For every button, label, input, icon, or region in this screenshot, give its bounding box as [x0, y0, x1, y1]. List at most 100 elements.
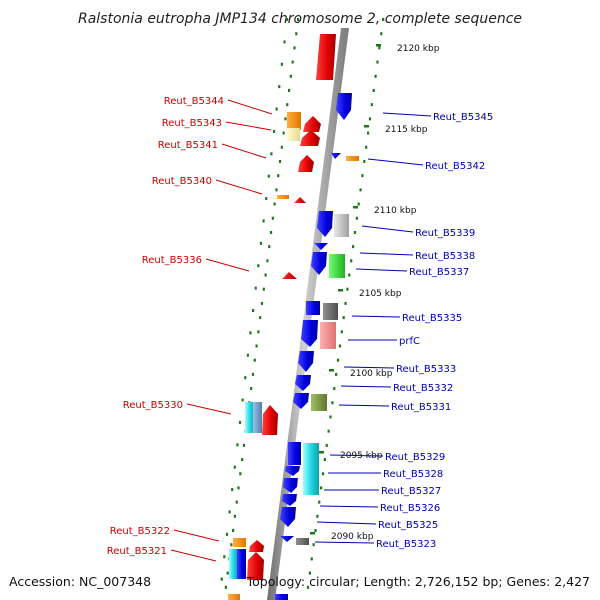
- gene-label-left[interactable]: Reut_B5343: [162, 118, 222, 129]
- gene-feature[interactable]: [303, 116, 321, 132]
- gene-labels: Reut_B5344 Reut_B5343 Reut_B5341 Reut_B5340…: [107, 96, 493, 557]
- gene-feature[interactable]: [331, 153, 341, 159]
- gene-label-left[interactable]: Reut_B5336: [142, 255, 202, 266]
- track-tick: [321, 472, 325, 476]
- gene-feature[interactable]: [296, 538, 309, 545]
- track-tick: [257, 330, 260, 334]
- gene-label-right[interactable]: Reut_B5329: [385, 452, 445, 463]
- gene-feature[interactable]: [287, 112, 301, 130]
- track-tick: [225, 532, 229, 536]
- gene-feature[interactable]: [288, 442, 301, 465]
- gene-feature[interactable]: [303, 443, 319, 495]
- gene-label-left[interactable]: Reut_B5341: [158, 140, 218, 151]
- track-tick: [267, 174, 270, 178]
- gene-label-right[interactable]: Reut_B5335: [402, 313, 462, 324]
- gene-label-right[interactable]: Reut_B5338: [415, 251, 475, 262]
- scale-tick-mark: [319, 451, 324, 454]
- topology-text: Topology: circular; Length: 2,726,152 bp…: [246, 574, 590, 589]
- track-tick: [251, 372, 255, 376]
- gene-features: [228, 34, 359, 600]
- gene-feature[interactable]: [346, 156, 359, 161]
- track-tick: [246, 353, 249, 357]
- gene-feature[interactable]: [280, 507, 296, 527]
- track-tick: [262, 219, 265, 223]
- track-tick: [238, 420, 242, 424]
- gene-feature[interactable]: [336, 93, 352, 120]
- track-tick: [331, 401, 334, 405]
- gene-feature[interactable]: [287, 128, 300, 141]
- gene-label-right[interactable]: Reut_B5342: [425, 161, 485, 172]
- gene-feature[interactable]: [295, 375, 311, 391]
- gene-label-right[interactable]: Reut_B5339: [415, 228, 475, 239]
- gene-label-right[interactable]: Reut_B5328: [383, 469, 443, 480]
- track-tick: [254, 286, 257, 290]
- track-tick: [344, 301, 347, 305]
- gene-feature[interactable]: [334, 214, 349, 237]
- track-tick: [270, 152, 273, 156]
- leader-line: [329, 454, 384, 457]
- track-tick: [297, 18, 300, 21]
- gene-feature[interactable]: [316, 34, 336, 80]
- gene-label-left[interactable]: Reut_B5322: [110, 526, 170, 537]
- gene-feature[interactable]: [298, 155, 314, 172]
- track-tick: [231, 488, 234, 492]
- gene-feature[interactable]: [301, 320, 318, 347]
- gene-feature[interactable]: [247, 552, 264, 580]
- gene-label-right[interactable]: Reut_B5323: [376, 539, 436, 550]
- scale-tick-label: 2120 kbp: [397, 44, 440, 54]
- gene-feature[interactable]: [228, 594, 240, 600]
- gene-label-right[interactable]: Reut_B5332: [393, 383, 453, 394]
- gene-label-right[interactable]: Reut_B5333: [396, 364, 456, 375]
- gene-label-right[interactable]: Reut_B5345: [433, 112, 493, 123]
- gene-label-left[interactable]: Reut_B5330: [123, 400, 183, 411]
- gene-label-left[interactable]: Reut_B5340: [152, 176, 212, 187]
- gene-feature[interactable]: [300, 130, 320, 146]
- gene-feature[interactable]: [298, 351, 314, 372]
- gene-feature[interactable]: [253, 402, 262, 433]
- gene-feature[interactable]: [277, 195, 289, 199]
- gene-feature[interactable]: [280, 536, 294, 542]
- track-tick: [226, 571, 229, 575]
- gene-feature[interactable]: [320, 322, 336, 349]
- gene-label-left[interactable]: Reut_B5344: [164, 96, 224, 107]
- leader-line: [343, 366, 395, 369]
- scale-tick-mark: [329, 369, 334, 372]
- gene-label-right[interactable]: Reut_B5337: [409, 267, 469, 278]
- gene-feature[interactable]: [282, 272, 297, 279]
- track-tick: [284, 117, 287, 121]
- scale-tick-label: 2110 kbp: [374, 206, 417, 216]
- gene-feature[interactable]: [245, 402, 255, 433]
- gene-feature[interactable]: [293, 393, 309, 409]
- gene-feature[interactable]: [249, 540, 264, 552]
- gene-feature[interactable]: [283, 478, 298, 493]
- gene-feature[interactable]: [323, 303, 338, 320]
- leader-line: [319, 505, 379, 508]
- gene-feature[interactable]: [294, 197, 306, 203]
- gene-feature[interactable]: [285, 466, 300, 476]
- track-tick: [350, 259, 353, 263]
- gene-label-right[interactable]: Reut_B5325: [378, 520, 438, 531]
- track-tick: [253, 358, 256, 362]
- gene-feature[interactable]: [306, 301, 320, 315]
- track-tick: [346, 287, 349, 291]
- gene-feature[interactable]: [237, 549, 246, 579]
- gene-label-right[interactable]: Reut_B5327: [381, 486, 441, 497]
- track-tick: [342, 316, 345, 320]
- gene-feature[interactable]: [314, 243, 328, 250]
- gene-feature[interactable]: [282, 494, 297, 506]
- leader-line: [227, 99, 273, 115]
- gene-label-right[interactable]: Reut_B5326: [380, 503, 440, 514]
- gene-feature[interactable]: [311, 394, 327, 411]
- gene-label-left[interactable]: Reut_B5321: [107, 546, 167, 557]
- gene-label-right[interactable]: prfC: [399, 336, 420, 347]
- gene-feature[interactable]: [233, 538, 246, 547]
- gene-feature[interactable]: [311, 252, 327, 275]
- gene-feature[interactable]: [262, 405, 278, 435]
- gene-feature[interactable]: [275, 594, 288, 600]
- gene-label-right[interactable]: Reut_B5331: [391, 402, 451, 413]
- track-tick: [318, 500, 321, 504]
- gene-feature[interactable]: [229, 549, 238, 579]
- gene-feature[interactable]: [329, 254, 345, 278]
- gene-feature[interactable]: [317, 211, 333, 237]
